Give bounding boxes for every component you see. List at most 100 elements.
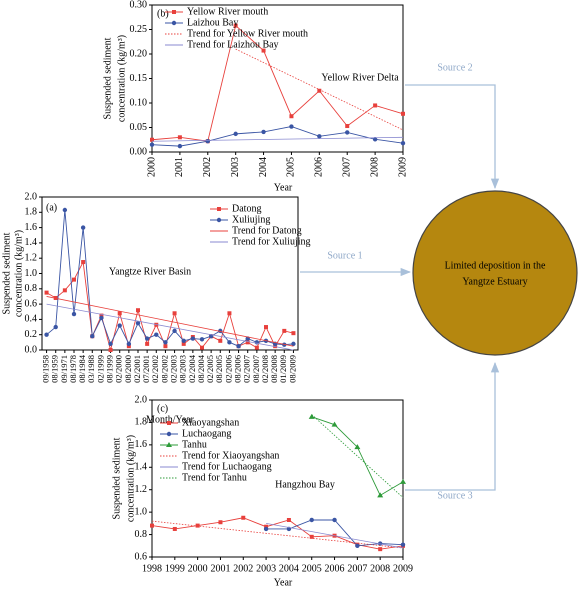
x-tick-label: 09/1971 bbox=[59, 355, 69, 383]
marker bbox=[372, 137, 378, 142]
y-tick-label: 0.20 bbox=[130, 48, 148, 59]
x-tick-label: 08/1978 bbox=[68, 355, 78, 383]
marker bbox=[261, 129, 266, 135]
x-tick-label: 02/2002 bbox=[150, 355, 160, 383]
marker bbox=[261, 48, 266, 53]
x-tick-label: 02/2003 bbox=[169, 355, 179, 383]
marker bbox=[264, 325, 268, 330]
x-tick-label: 08/2002 bbox=[159, 355, 169, 383]
y-tick-label: 0.8 bbox=[25, 283, 38, 294]
y-axis-label: concentration (kg/m³) bbox=[13, 230, 24, 317]
x-tick-label: 2002 bbox=[233, 563, 253, 574]
x-tick-label: 08/1999 bbox=[105, 355, 115, 383]
legend-label: Laizhou Bay bbox=[187, 17, 238, 28]
x-tick-label: 2002 bbox=[202, 157, 213, 177]
y-tick-label: 2.0 bbox=[25, 191, 38, 202]
x-tick-label: 2006 bbox=[314, 157, 325, 177]
x-tick-label: 1999 bbox=[165, 563, 185, 574]
center-label: Yangtze Estuary bbox=[462, 276, 527, 287]
x-tick-label: 2001 bbox=[210, 563, 230, 574]
panel-label: (b) bbox=[157, 8, 169, 19]
legend-label: Xuliujing bbox=[232, 214, 270, 225]
legend-label: Datong bbox=[232, 203, 261, 214]
y-tick-label: 1.0 bbox=[25, 268, 38, 279]
source-label: Source 3 bbox=[437, 490, 472, 501]
x-tick-label: 2004 bbox=[258, 157, 269, 177]
marker bbox=[218, 520, 223, 525]
marker bbox=[233, 131, 238, 137]
marker bbox=[53, 324, 58, 330]
marker bbox=[126, 341, 132, 347]
x-tick-label: 2005 bbox=[302, 563, 322, 574]
y-tick-label: 0.2 bbox=[25, 329, 38, 340]
marker bbox=[72, 277, 76, 282]
marker bbox=[289, 114, 294, 119]
x-tick-label: 2001 bbox=[174, 157, 185, 177]
x-tick-label: 2005 bbox=[286, 157, 297, 177]
marker bbox=[150, 523, 154, 528]
marker bbox=[355, 543, 360, 548]
marker bbox=[166, 442, 172, 447]
marker bbox=[309, 534, 314, 539]
marker bbox=[99, 313, 104, 318]
annotation: Yangtze River Basin bbox=[109, 266, 191, 277]
marker bbox=[331, 421, 338, 427]
marker bbox=[309, 517, 314, 523]
x-tick-label: 08/2003 bbox=[178, 355, 188, 383]
marker bbox=[172, 328, 177, 334]
marker bbox=[373, 103, 378, 108]
marker bbox=[181, 341, 186, 346]
x-tick-label: 02/2007 bbox=[242, 355, 252, 383]
series-line bbox=[46, 260, 294, 351]
marker bbox=[163, 344, 168, 349]
marker bbox=[177, 143, 183, 149]
marker bbox=[117, 323, 122, 328]
y-tick-label: 1.0 bbox=[135, 506, 148, 517]
y-tick-label: 0.6 bbox=[25, 298, 38, 309]
marker bbox=[195, 523, 200, 528]
legend-label: Yellow River mouth bbox=[187, 6, 268, 17]
marker bbox=[71, 311, 77, 317]
trend-line bbox=[266, 522, 404, 549]
marker bbox=[167, 421, 171, 425]
legend-label: Trend for Luchaogang bbox=[182, 461, 272, 472]
marker bbox=[345, 124, 350, 129]
marker bbox=[291, 341, 296, 347]
marker bbox=[200, 345, 204, 350]
x-tick-label: 1998 bbox=[142, 563, 162, 574]
x-tick-label: 2006 bbox=[325, 563, 345, 574]
marker bbox=[154, 332, 159, 337]
marker bbox=[172, 10, 176, 14]
marker bbox=[163, 340, 168, 345]
x-tick-label: 2007 bbox=[342, 157, 353, 177]
marker bbox=[144, 336, 150, 341]
x-tick-label: 02/2000 bbox=[114, 355, 124, 383]
marker bbox=[171, 20, 177, 26]
marker bbox=[108, 348, 113, 352]
marker bbox=[286, 517, 291, 522]
x-tick-label: 08/2005 bbox=[214, 355, 224, 383]
x-tick-label: 09/1958 bbox=[41, 355, 51, 383]
marker bbox=[332, 517, 337, 523]
panel-label: (a) bbox=[46, 202, 57, 213]
x-tick-label: 2008 bbox=[369, 157, 380, 177]
marker bbox=[400, 542, 406, 547]
marker bbox=[401, 111, 405, 116]
x-tick-label: 2000 bbox=[188, 563, 208, 574]
marker bbox=[172, 526, 177, 531]
x-tick-label: 02/2001 bbox=[132, 355, 142, 383]
x-tick-label: 02/2008 bbox=[260, 355, 270, 383]
marker bbox=[166, 431, 172, 437]
marker bbox=[172, 311, 177, 316]
marker bbox=[216, 217, 222, 223]
y-tick-label: 0.15 bbox=[130, 73, 148, 84]
marker bbox=[62, 288, 67, 293]
marker bbox=[150, 137, 154, 142]
y-tick-label: 0.25 bbox=[130, 24, 148, 35]
y-tick-label: 0.8 bbox=[135, 529, 148, 540]
legend-label: Luchaogang bbox=[182, 428, 231, 439]
y-tick-label: 0.6 bbox=[135, 551, 148, 562]
series-line bbox=[46, 209, 294, 347]
marker bbox=[400, 140, 406, 146]
